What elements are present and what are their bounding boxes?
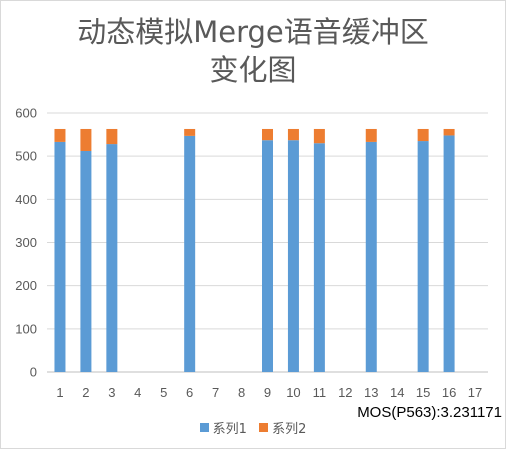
legend-label-series1: 系列1: [212, 422, 247, 437]
x-tick-label: 3: [108, 385, 115, 400]
bar-series2-cat-11: [313, 128, 325, 144]
bar-series1-cat-1: [54, 141, 66, 372]
x-tick-label: 16: [442, 385, 456, 400]
bar-series2-cat-2: [80, 128, 92, 151]
x-tick-label: 8: [238, 385, 245, 400]
x-tick-label: 15: [416, 385, 430, 400]
y-tick-label: 600: [15, 106, 37, 121]
legend-swatch-series1: [199, 423, 209, 432]
y-tick-label: 400: [15, 192, 37, 207]
bar-series2-cat-16: [443, 128, 455, 136]
chart-legend: 系列1 系列2: [0, 418, 506, 437]
bar-series2-cat-1: [54, 128, 66, 142]
x-tick-label: 6: [186, 385, 193, 400]
x-tick-label: 12: [338, 385, 352, 400]
bar-series1-cat-10: [287, 140, 299, 372]
chart-title-line1: 动态模拟Merge语音缓冲区: [77, 15, 429, 49]
bar-series2-cat-3: [106, 128, 118, 145]
bar-series1-cat-16: [443, 135, 455, 372]
bar-series2-cat-6: [184, 128, 196, 136]
bar-series1-cat-9: [262, 140, 273, 372]
chart-title-line2: 变化图: [209, 53, 297, 87]
legend-label-series2: 系列2: [272, 422, 307, 437]
bar-series1-cat-15: [417, 141, 429, 372]
bar-series1-cat-3: [106, 144, 118, 372]
bar-series2-cat-13: [365, 128, 377, 142]
legend-item-series2: 系列2: [259, 418, 306, 437]
y-tick-label: 300: [15, 235, 37, 250]
y-tick-label: 200: [15, 278, 37, 293]
y-tick-label: 100: [15, 321, 37, 336]
x-tick-label: 13: [364, 385, 378, 400]
x-tick-label: 14: [390, 385, 404, 400]
bar-series1-cat-6: [184, 135, 196, 372]
bar-series1-cat-2: [80, 150, 92, 372]
mos-annotation: MOS(P563):3.231171: [357, 404, 502, 421]
x-tick-label: 7: [212, 385, 219, 400]
bar-series1-cat-11: [313, 143, 325, 372]
bar-series2-cat-10: [287, 128, 299, 141]
legend-swatch-series2: [259, 423, 269, 432]
bar-series1-cat-13: [365, 141, 377, 372]
legend-item-series1: 系列1: [199, 418, 247, 437]
x-tick-label: 4: [134, 385, 141, 400]
x-tick-label: 1: [56, 385, 63, 400]
y-tick-label: 0: [30, 365, 37, 380]
x-tick-label: 11: [313, 385, 327, 400]
x-tick-label: 5: [160, 385, 167, 400]
y-tick-label: 500: [15, 149, 37, 164]
bar-series2-cat-9: [262, 128, 273, 141]
x-tick-label: 2: [82, 385, 89, 400]
x-tick-label: 9: [264, 385, 271, 400]
x-tick-label: 10: [286, 385, 300, 400]
bar-series2-cat-15: [417, 128, 429, 142]
x-tick-label: 17: [468, 385, 482, 400]
